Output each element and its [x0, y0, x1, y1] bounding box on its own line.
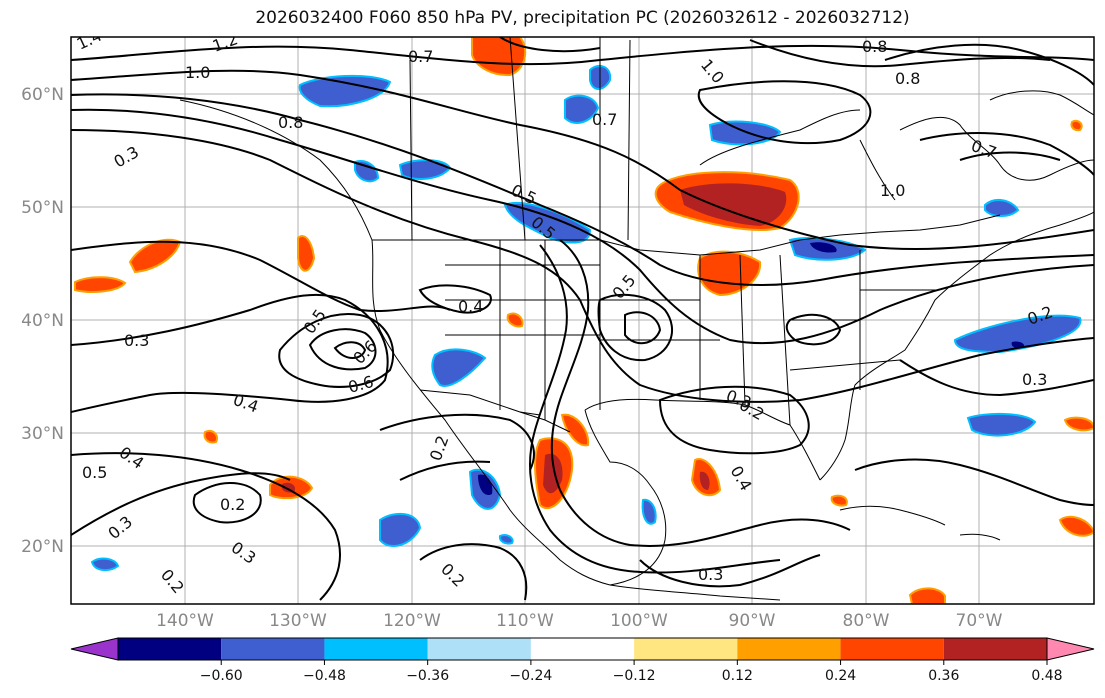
- colorbar-tick-label: 0.12: [722, 668, 753, 684]
- contour-label: 0.4: [458, 297, 483, 316]
- precipitation-shading: [74, 37, 1094, 604]
- colorbar-bin: [427, 638, 531, 660]
- contour-label: 1.0: [185, 63, 210, 82]
- colorbar: −0.60 −0.48 −0.36 −0.24 −0.12 0.12 0.24 0.36 0.4…: [70, 637, 1095, 684]
- contour-label: 0.7: [408, 47, 433, 66]
- contour-label: 0.3: [698, 565, 723, 584]
- colorbar-bin: [943, 638, 1047, 660]
- lat-label: 60°N: [21, 85, 64, 105]
- lat-label: 40°N: [21, 311, 64, 331]
- colorbar-tick-label: −0.48: [303, 668, 346, 684]
- colorbar-bin: [221, 638, 325, 660]
- longitude-labels: 140°W 130°W 120°W 110°W 100°W 90°W 80°W …: [156, 611, 1003, 631]
- map-frame: [70, 36, 1095, 605]
- lon-label: 120°W: [383, 611, 441, 631]
- colorbar-tick-label: −0.60: [200, 668, 243, 684]
- contour-label: 0.7: [592, 110, 617, 129]
- latitude-labels: 60°N 50°N 40°N 30°N 20°N: [21, 85, 64, 557]
- contour-label: 1.0: [880, 181, 905, 200]
- graticule: [71, 37, 1094, 604]
- colorbar-tick-label: −0.24: [509, 668, 552, 684]
- colorbar-tick-label: −0.12: [613, 668, 656, 684]
- colorbar-tick-label: 0.24: [825, 668, 856, 684]
- colorbar-tick-label: −0.36: [406, 668, 449, 684]
- lon-label: 90°W: [729, 611, 776, 631]
- colorbar-tick-label: 0.48: [1031, 668, 1062, 684]
- contour-label: 0.5: [82, 463, 107, 482]
- colorbar-frame: [117, 637, 1048, 661]
- colorbar-bin: [118, 638, 222, 660]
- lon-label: 100°W: [610, 611, 668, 631]
- map-title: 2026032400 F060 850 hPa PV, precipitatio…: [255, 8, 910, 28]
- contour-label: 0.8: [278, 113, 303, 132]
- colorbar-bin: [737, 638, 841, 660]
- colorbar-bin: [634, 638, 738, 660]
- colorbar-extend-high: [1046, 637, 1095, 661]
- colorbar-tick-label: 0.36: [928, 668, 959, 684]
- contour-label: 0.3: [1022, 370, 1047, 389]
- colorbar-extend-low: [70, 637, 119, 661]
- colorbar-bin: [324, 638, 428, 660]
- contour-label: 0.8: [862, 37, 887, 56]
- lon-label: 70°W: [956, 611, 1003, 631]
- lat-label: 20°N: [21, 537, 64, 557]
- contour-label: 0.3: [124, 331, 149, 350]
- lon-label: 80°W: [843, 611, 890, 631]
- contour-label: 0.2: [220, 495, 245, 514]
- colorbar-bin: [530, 638, 635, 660]
- lat-label: 30°N: [21, 424, 64, 444]
- pv-contours: [71, 37, 1094, 601]
- lon-label: 140°W: [156, 611, 214, 631]
- lat-label: 50°N: [21, 198, 64, 218]
- lon-label: 110°W: [496, 611, 554, 631]
- contour-label: 0.8: [895, 69, 920, 88]
- colorbar-bin: [840, 638, 944, 660]
- lon-label: 130°W: [269, 611, 327, 631]
